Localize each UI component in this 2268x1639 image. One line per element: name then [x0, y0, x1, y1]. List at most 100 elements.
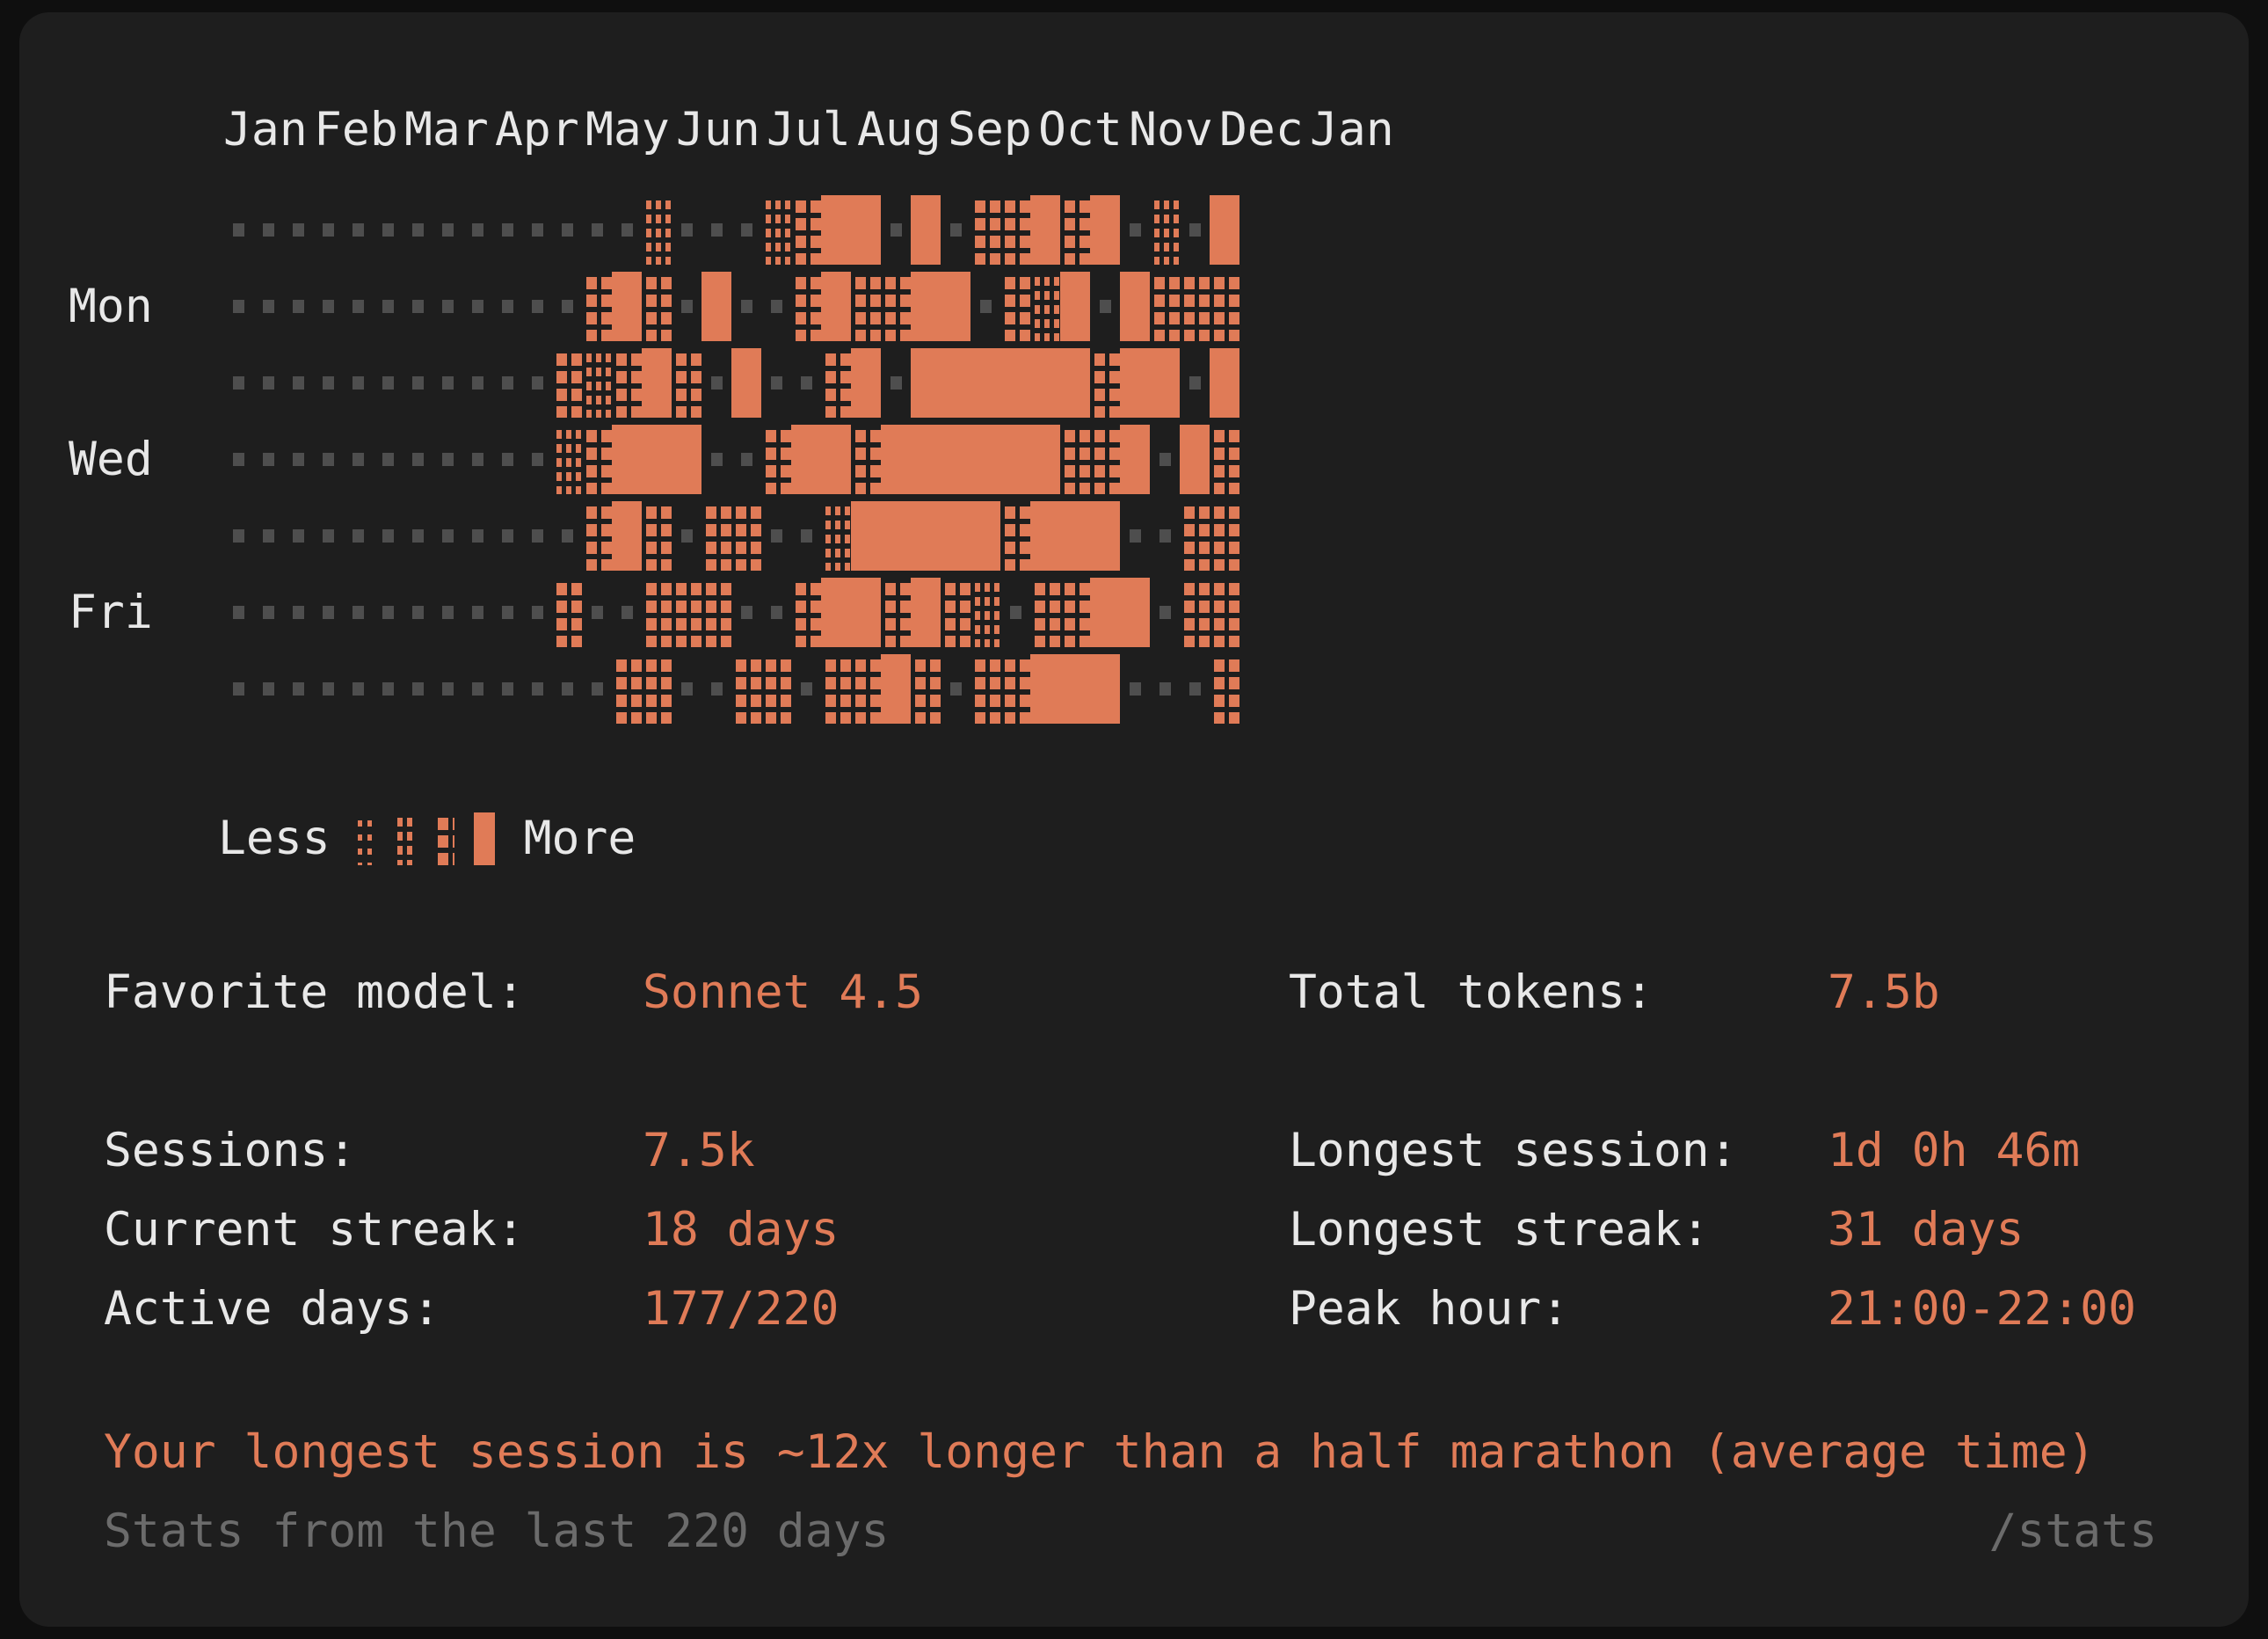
heatmap-cell	[821, 498, 851, 574]
heatmap-cell	[911, 268, 941, 345]
heatmap-cell	[223, 421, 253, 498]
heatmap-cell	[941, 574, 970, 651]
heatmap-cell	[821, 268, 851, 345]
heatmap-cell	[821, 651, 851, 727]
month-axis: Jan Feb Mar Apr May Jun Jul Aug Sep Oct Nov Dec Jan	[223, 104, 1400, 157]
heatmap-row	[223, 651, 1239, 727]
stat-label: Sessions:	[104, 1124, 357, 1177]
heatmap-cell	[911, 421, 941, 498]
heatmap-cell	[1210, 345, 1239, 421]
heatmap-cell	[1210, 268, 1239, 345]
heatmap-cell	[403, 268, 433, 345]
heatmap-cell	[1030, 651, 1060, 727]
stat-right: Total tokens: 7.5b	[1289, 953, 1940, 1032]
heatmap-cell	[313, 421, 343, 498]
stat-left: Current streak: 18 days	[104, 1191, 839, 1270]
heatmap-row: Fri	[69, 574, 1239, 651]
heatmap-cell	[1120, 192, 1150, 268]
legend-swatch-level-1	[352, 812, 374, 865]
heatmap-cell	[433, 345, 462, 421]
heatmap-cell	[552, 498, 582, 574]
heatmap-cell	[701, 498, 731, 574]
heatmap-cell	[1120, 268, 1150, 345]
heatmap-cell	[1090, 268, 1120, 345]
heatmap-cell	[343, 498, 373, 574]
heatmap-cell	[1210, 651, 1239, 727]
footer-period-text: Stats from the last 220 days	[104, 1504, 890, 1558]
heatmap-cell	[672, 421, 701, 498]
heatmap-cell	[731, 345, 761, 421]
stat-value: 1d 0h 46m	[1828, 1124, 2081, 1177]
heatmap-cell	[672, 268, 701, 345]
heatmap-cell	[761, 345, 791, 421]
heatmap-cell	[821, 574, 851, 651]
stat-label: Longest streak:	[1289, 1203, 1710, 1257]
heatmap-cell	[582, 345, 612, 421]
heatmap-cell	[791, 421, 821, 498]
heatmap-cell	[1000, 498, 1030, 574]
heatmap-cell	[223, 498, 253, 574]
heatmap-cell	[462, 651, 492, 727]
stat-left: Sessions: 7.5k	[104, 1111, 755, 1191]
heatmap-cell	[881, 421, 911, 498]
heatmap-cell	[373, 498, 403, 574]
heatmap-cell	[761, 268, 791, 345]
heatmap-cell	[492, 498, 522, 574]
legend-swatch-level-3	[433, 812, 454, 865]
heatmap-cell	[1060, 192, 1090, 268]
heatmap-cell	[1180, 345, 1210, 421]
heatmap-cell	[701, 192, 731, 268]
heatmap-cell	[283, 421, 313, 498]
stat-value: 7.5b	[1828, 965, 1940, 1019]
heatmap-cell	[970, 192, 1000, 268]
heatmap-cell	[941, 421, 970, 498]
heatmap-cell	[1060, 651, 1090, 727]
heatmap-cell	[911, 345, 941, 421]
stat-row: Favorite model: Sonnet 4.5 Total tokens: 7.…	[104, 953, 2213, 1032]
heatmap-cell	[492, 421, 522, 498]
heatmap-cell	[1210, 574, 1239, 651]
heatmap-cell	[343, 345, 373, 421]
heatmap-cell	[522, 192, 552, 268]
heatmap-cell	[283, 345, 313, 421]
stat-left: Favorite model: Sonnet 4.5	[104, 953, 923, 1032]
heatmap-row: Mon	[69, 268, 1239, 345]
heatmap-cell	[582, 268, 612, 345]
heatmap-cell	[462, 345, 492, 421]
heatmap-cell	[313, 345, 343, 421]
heatmap-cell	[1180, 268, 1210, 345]
heatmap-cell	[851, 651, 881, 727]
heatmap-cell	[672, 192, 701, 268]
heatmap-cell	[343, 192, 373, 268]
heatmap-cell	[522, 574, 552, 651]
heatmap-cell	[313, 574, 343, 651]
stat-value: 21:00-22:00	[1828, 1282, 2136, 1336]
stat-value: 177/220	[643, 1282, 840, 1336]
heatmap-cell	[612, 268, 642, 345]
heatmap-cell	[851, 268, 881, 345]
footer-command-label: /stats	[1988, 1504, 2157, 1558]
heatmap-cell	[373, 574, 403, 651]
month-label: Jun	[676, 103, 760, 157]
heatmap-cell	[433, 421, 462, 498]
heatmap-cell	[761, 192, 791, 268]
heatmap-cell	[761, 421, 791, 498]
heatmap-cell	[642, 268, 672, 345]
heatmap-cell	[672, 651, 701, 727]
heatmap-cell	[791, 574, 821, 651]
heatmap-cell	[1000, 651, 1030, 727]
heatmap-cell	[373, 268, 403, 345]
heatmap-cell	[672, 345, 701, 421]
heatmap-cell	[253, 574, 283, 651]
stat-value: 7.5k	[643, 1124, 755, 1177]
heatmap-cell	[582, 421, 612, 498]
month-label: Aug	[857, 103, 941, 157]
heatmap-cell	[403, 421, 433, 498]
heatmap-cell	[522, 651, 552, 727]
heatmap-cell	[522, 421, 552, 498]
heatmap-legend: Less More	[218, 804, 636, 874]
heatmap-cell	[1090, 421, 1120, 498]
month-label: Feb	[314, 103, 398, 157]
heatmap-cell	[970, 268, 1000, 345]
heatmap-cell	[433, 498, 462, 574]
